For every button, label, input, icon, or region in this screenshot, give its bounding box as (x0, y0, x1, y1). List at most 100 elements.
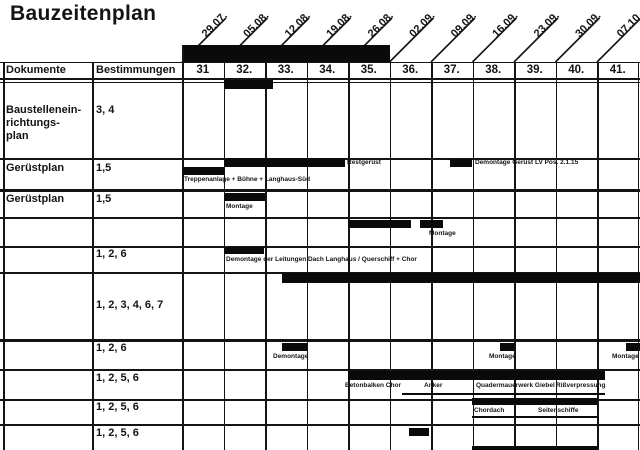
grid-line-v (389, 62, 392, 450)
bar-annotation: Betonbalken Chor (345, 382, 401, 389)
grid-line-h (0, 61, 640, 63)
date-label: 09.09. (449, 10, 479, 40)
date-label: 05.08. (241, 10, 271, 40)
date-label: 12.08. (283, 10, 313, 40)
gantt-bar (348, 220, 411, 228)
date-diagonal-line (388, 17, 435, 63)
bar-annotation: Demontage der Leitungen Dach Langhaus / … (226, 256, 417, 263)
bar-annotation: Anker (424, 382, 443, 389)
gantt-bar (348, 371, 605, 380)
week-number-cell: 31 (196, 64, 210, 76)
date-label: 29.07. (200, 10, 230, 40)
week-number-cell: 35. (360, 64, 377, 76)
gantt-bar (224, 80, 273, 89)
date-label: 07.10. (615, 10, 640, 40)
column-header-dokumente: Dokumente (6, 64, 66, 76)
grid-line-v (555, 62, 558, 450)
date-label: 26.08. (366, 10, 396, 40)
timeline-band (182, 45, 390, 62)
gantt-bar (224, 193, 265, 201)
grid-line-h (0, 188, 640, 192)
grid-line-h (0, 424, 640, 426)
grid-line-h (0, 398, 640, 401)
page-title: Bauzeitenplan (10, 2, 157, 25)
bar-annotation: Chordach (474, 407, 505, 414)
grid-line-v (265, 62, 267, 450)
date-label: 19.08. (324, 10, 354, 40)
bestimmungen-cell: 1,5 (96, 192, 112, 205)
date-diagonal-line (554, 17, 601, 63)
week-number-cell: 33. (277, 64, 294, 76)
bar-annotation: Montage (429, 230, 456, 237)
week-number-cell: 36. (402, 64, 419, 76)
grid-line-h (0, 216, 640, 219)
grid-line-v (92, 62, 94, 450)
week-number-cell: 40. (568, 64, 585, 76)
bestimmungen-cell: 3, 4 (96, 104, 115, 116)
gantt-bar (409, 428, 429, 436)
date-diagonal-line (471, 17, 518, 63)
bestimmungen-cell: 1, 2, 5, 6 (96, 400, 139, 413)
grid-line-v (431, 62, 433, 450)
week-number-cell: 37. (443, 64, 460, 76)
bestimmungen-cell: 1, 2, 5, 6 (96, 426, 139, 439)
grid-line-v (306, 62, 309, 450)
annotation-underline (402, 393, 605, 395)
bestimmungen-cell: 1, 2, 6 (96, 342, 127, 354)
gantt-bar (472, 398, 597, 405)
grid-line-h (0, 81, 640, 83)
date-label: 02.09. (407, 10, 437, 40)
gantt-bar (450, 159, 472, 167)
bar-annotation: Montage (489, 353, 516, 360)
grid-line-v (637, 62, 639, 450)
week-number-cell: 32. (236, 64, 253, 76)
date-diagonal-line (513, 17, 559, 63)
column-header-bestimmungen: Bestimmungen (96, 64, 176, 76)
timeline-date-header: 29.07. 05.08. 12.08. 19.08. 26.08. 02.09. 09.0… (181, 10, 640, 63)
week-number-cell: 38. (485, 64, 502, 76)
bar-annotation: Restgerüst (347, 159, 381, 166)
bestimmungen-cell: 1,5 (96, 162, 112, 174)
gantt-bar (472, 446, 597, 450)
bar-annotation: Rißverpressung (556, 382, 606, 389)
grid-line-v (514, 62, 516, 450)
gantt-bar (282, 273, 640, 283)
bestimmungen-cell: 1, 2, 6 (96, 248, 127, 260)
date-label: 16.09. (490, 10, 520, 40)
bestimmungen-cell: 1, 2, 3, 4, 6, 7 (96, 299, 164, 311)
date-diagonal-line (430, 17, 476, 63)
grid-line-v (472, 62, 475, 450)
gantt-bar (626, 343, 640, 351)
grid-line-v (348, 62, 350, 450)
grid-line-h (0, 245, 640, 248)
bar-annotation: Montage (612, 353, 639, 360)
bar-annotation: Seitenschiffe (538, 407, 579, 414)
week-number-cell: 39. (526, 64, 543, 76)
dokumente-cell: Gerüstplan (6, 192, 65, 205)
grid-line-v (3, 62, 5, 450)
grid-line-h (0, 339, 640, 342)
bar-annotation: Demontage (273, 353, 309, 360)
grid-line-v (597, 62, 599, 450)
dokumente-cell: Gerüstplan (6, 162, 65, 174)
week-number-cell: 34. (319, 64, 336, 76)
grid-line-h (0, 77, 640, 80)
grid-line-v (223, 62, 226, 450)
bestimmungen-cell: 1, 2, 5, 6 (96, 371, 139, 384)
date-label: 23.09. (532, 10, 562, 40)
gantt-bar (420, 220, 443, 228)
dokumente-cell: Baustellenein- richtungs- plan (6, 104, 82, 142)
gantt-bar (224, 158, 345, 167)
gantt-bar (224, 247, 264, 254)
gantt-bar (282, 343, 307, 351)
grid-line-h (0, 368, 640, 371)
gantt-bar (500, 343, 514, 351)
bar-annotation: Quadermauerwerk Giebel (476, 382, 555, 389)
grid-line-v (181, 45, 184, 450)
bar-annotation: Treppenanlage + Bühne + Langhaus-Süd (184, 176, 311, 183)
annotation-underline (472, 416, 597, 418)
date-diagonal-line (596, 17, 640, 63)
week-number-cell: 41. (609, 64, 626, 76)
gantt-bar (183, 167, 224, 175)
